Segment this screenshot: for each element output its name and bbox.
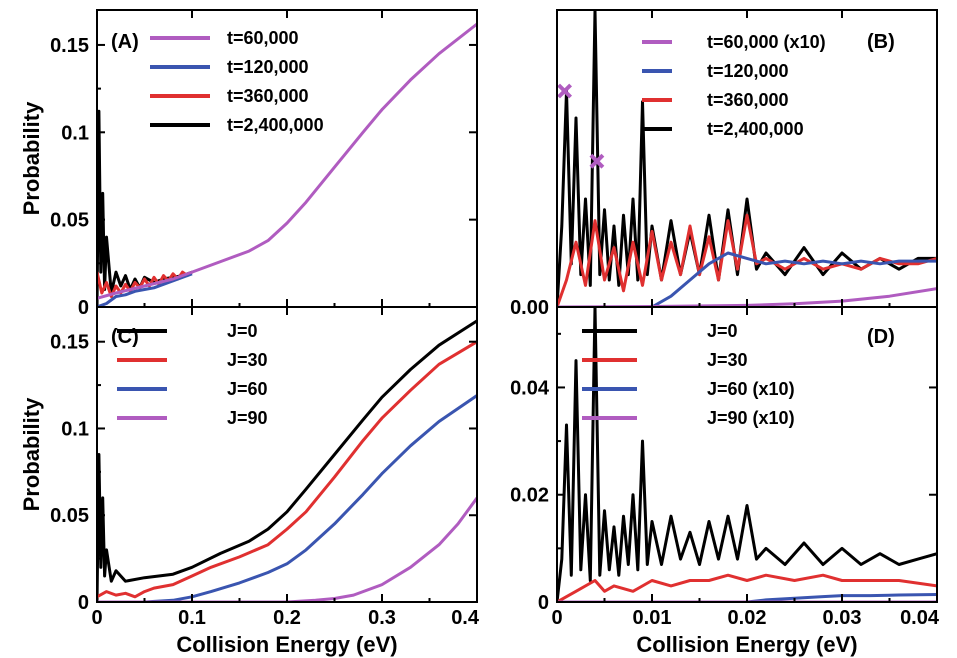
- y-tick-label: 0.05: [50, 210, 89, 232]
- y-tick-label: 0.15: [50, 332, 89, 354]
- legend-label: J=90: [227, 408, 268, 428]
- x-tick-label: 0.1: [178, 607, 206, 629]
- cross-marker: [557, 83, 573, 99]
- legend-label: t=60,000 (x10): [707, 32, 826, 52]
- y-tick-label: 0.02: [510, 485, 549, 507]
- y-tick-label: 0.00: [510, 297, 549, 319]
- plot-frame: [96, 306, 478, 603]
- y-tick-label: 0: [78, 297, 89, 319]
- series-line-t-120-000: [557, 251, 937, 307]
- series-line-j-60-x10-: [557, 593, 937, 602]
- legend-label: J=0: [707, 321, 738, 341]
- legend-label: J=30: [707, 350, 748, 370]
- x-tick-label: 0.4: [451, 607, 480, 629]
- y-tick-label: 0.04: [510, 377, 550, 399]
- x-axis-title: Collision Energy (eV): [636, 632, 857, 657]
- series-line-j-30: [557, 573, 937, 602]
- x-tick-label: 0.02: [728, 607, 767, 629]
- y-axis-title: Probability: [19, 397, 44, 511]
- plot-frame: [96, 9, 478, 308]
- panel-c: 0 0.1 0.2 0.3 0.4 0 0.05 0.1 0.15 Probability Coll…: [19, 306, 480, 657]
- y-tick-label: 0: [538, 592, 549, 614]
- x-tick-label: 0.2: [273, 607, 301, 629]
- x-tick-label: 0.03: [823, 607, 862, 629]
- y-tick-label: 0.1: [61, 122, 89, 144]
- series-line-j-60: [97, 394, 477, 602]
- series-line-j-30: [97, 340, 477, 599]
- legend-label: J=90 (x10): [707, 408, 795, 428]
- panel-label: (A): [111, 31, 139, 53]
- x-tick-label: 0.04: [900, 607, 940, 629]
- cross-marker: [589, 153, 605, 169]
- series-line-t-60-000: [97, 22, 477, 300]
- panel-d: 0 0.01 0.02 0.03 0.04 0 0.02 0.04 Collision Ener…: [510, 306, 940, 657]
- x-tick-label: 0.3: [368, 607, 396, 629]
- legend-label: t=360,000: [707, 90, 789, 110]
- x-tick-label: 0: [91, 607, 102, 629]
- panel-label: (B): [867, 31, 895, 53]
- legend-label: J=30: [227, 350, 268, 370]
- legend-label: t=2,400,000: [707, 119, 804, 139]
- legend-label: J=60: [227, 379, 268, 399]
- y-axis-title: Probability: [19, 101, 44, 215]
- x-axis-title: Collision Energy (eV): [176, 632, 397, 657]
- x-tick-label: 0.01: [633, 607, 672, 629]
- legend-label: t=60,000: [227, 28, 299, 48]
- series-line-t-2-400-000: [97, 109, 193, 307]
- x-tick-label: 0: [551, 607, 562, 629]
- y-tick-label: 0.1: [61, 418, 89, 440]
- legend-label: t=360,000: [227, 86, 309, 106]
- series-line-j-0: [557, 307, 937, 602]
- panel-a: 0 0.05 0.1 0.15 Probability (A) t=60,000 t=120,…: [19, 9, 478, 319]
- y-tick-label: 0.15: [50, 35, 89, 57]
- series-line-j-0: [97, 319, 477, 602]
- series-line-t-120-000: [97, 272, 193, 307]
- legend-label: t=120,000: [707, 61, 789, 81]
- panel-b: 0.00 (B) t=60,000 (x10) t=120,000 t=360,000 t…: [510, 9, 938, 319]
- y-tick-label: 0: [78, 592, 89, 614]
- legend-label: J=0: [227, 321, 258, 341]
- y-tick-label: 0.05: [50, 505, 89, 527]
- panel-label: (D): [867, 326, 895, 348]
- legend-label: J=60 (x10): [707, 379, 795, 399]
- legend-label: t=120,000: [227, 57, 309, 77]
- legend-label: t=2,400,000: [227, 115, 324, 135]
